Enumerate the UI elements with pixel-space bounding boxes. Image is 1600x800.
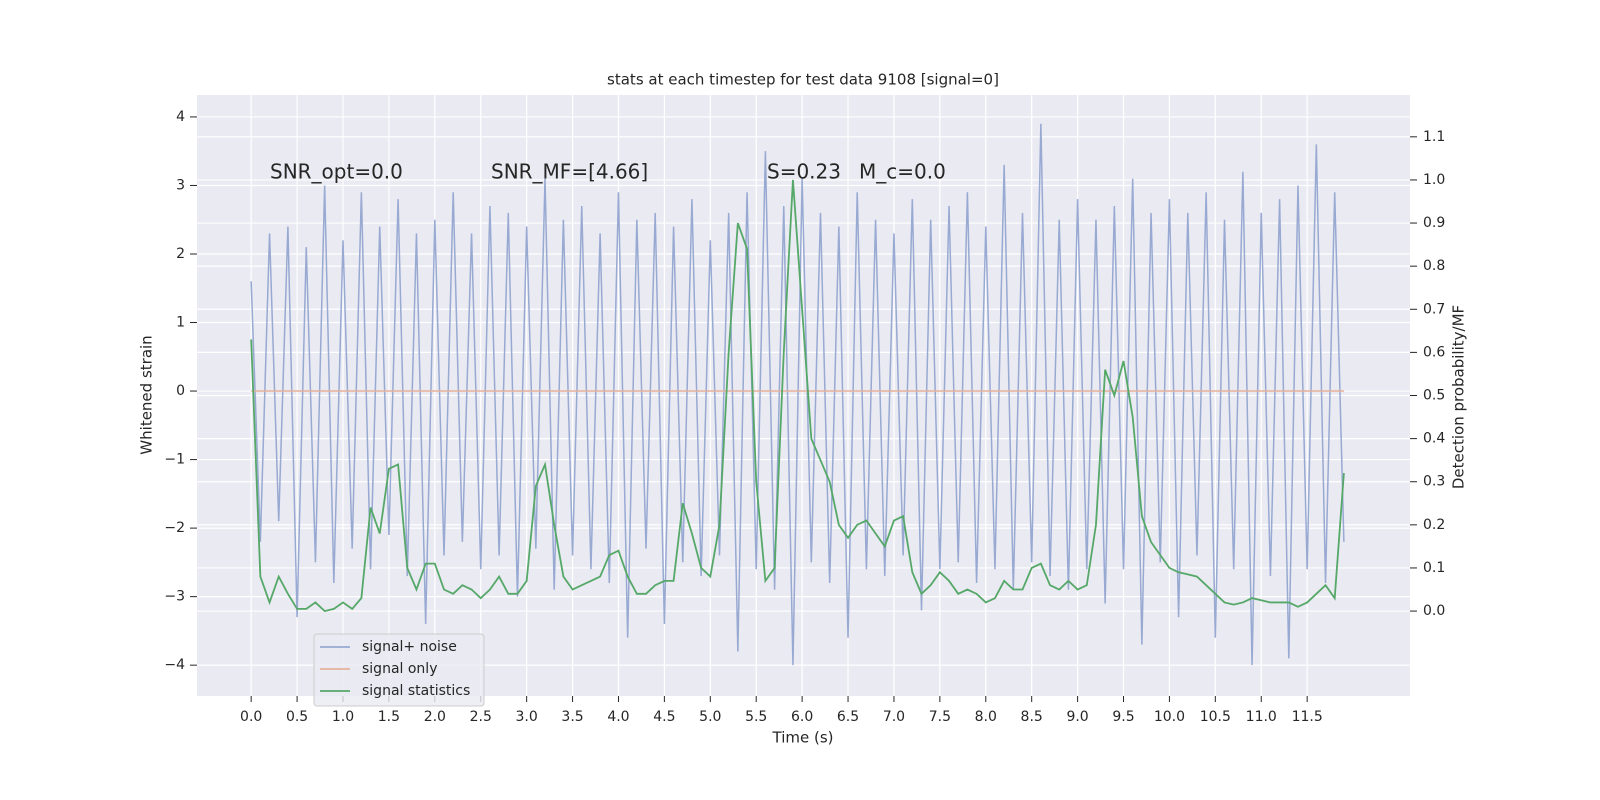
y-axis-label: Whitened strain [138,335,156,454]
y2-tick-label: 0.7 [1423,301,1445,317]
x-tick-label: 6.5 [837,709,859,725]
annotation: S=0.23 [767,160,841,184]
x-tick-label: 4.0 [607,709,629,725]
y-tick-label: −2 [164,520,185,536]
x-tick-label: 0.5 [286,709,308,725]
y2-tick-label: 0.3 [1423,474,1445,490]
x-tick-label: 4.5 [653,709,675,725]
y-tick-label: 0 [176,383,185,399]
y2-tick-label: 0.4 [1423,431,1445,447]
x-tick-label: 9.5 [1112,709,1134,725]
x-axis-label: Time (s) [772,729,834,747]
x-tick-label: 5.5 [745,709,767,725]
x-tick-label: 7.0 [883,709,905,725]
y2-tick-label: 0.0 [1423,603,1445,619]
y2-tick-label: 0.9 [1423,215,1445,231]
y-tick-label: 3 [176,177,185,193]
x-tick-label: 0.0 [240,709,262,725]
y-tick-label: −4 [164,657,185,673]
annotation: SNR_opt=0.0 [270,160,403,184]
x-tick-label: 1.0 [332,709,354,725]
x-tick-label: 1.5 [378,709,400,725]
x-tick-label: 6.0 [791,709,813,725]
series-line [250,179,1345,613]
x-tick-label: 3.0 [516,709,538,725]
series-line [250,123,1345,666]
x-tick-label: 8.5 [1021,709,1043,725]
y2-tick-label: 0.5 [1423,388,1445,404]
y-tick-label: −3 [164,589,185,605]
y2-tick-label: 0.2 [1423,517,1445,533]
x-tick-label: 9.0 [1066,709,1088,725]
y-tick-label: 1 [176,315,185,331]
y-tick-label: −1 [164,452,185,468]
y2-tick-label: 0.6 [1423,344,1445,360]
legend-label: signal only [362,661,437,677]
y2-tick-label: 1.1 [1423,129,1445,145]
y-tick-label: 4 [176,109,185,125]
x-tick-label: 5.0 [699,709,721,725]
legend-box [313,633,485,707]
x-tick-label: 10.5 [1200,709,1231,725]
x-tick-label: 3.5 [561,709,583,725]
y2-axis-label: Detection probability/MF [1450,305,1468,489]
y2-tick-label: 1.0 [1423,172,1445,188]
y2-tick-label: 0.8 [1423,258,1445,274]
x-tick-label: 10.0 [1154,709,1185,725]
annotation: M_c=0.0 [859,160,946,184]
x-tick-label: 8.0 [975,709,997,725]
annotation: SNR_MF=[4.66] [491,160,648,184]
y2-tick-label: 0.1 [1423,560,1445,576]
x-tick-label: 7.5 [929,709,951,725]
legend-label: signal+ noise [362,639,457,655]
chart-title: stats at each timestep for test data 910… [607,71,999,89]
y-tick-label: 2 [176,246,185,262]
x-tick-label: 11.0 [1246,709,1277,725]
x-tick-label: 2.0 [424,709,446,725]
x-tick-label: 11.5 [1292,709,1323,725]
legend-label: signal statistics [362,683,470,699]
x-tick-label: 2.5 [470,709,492,725]
